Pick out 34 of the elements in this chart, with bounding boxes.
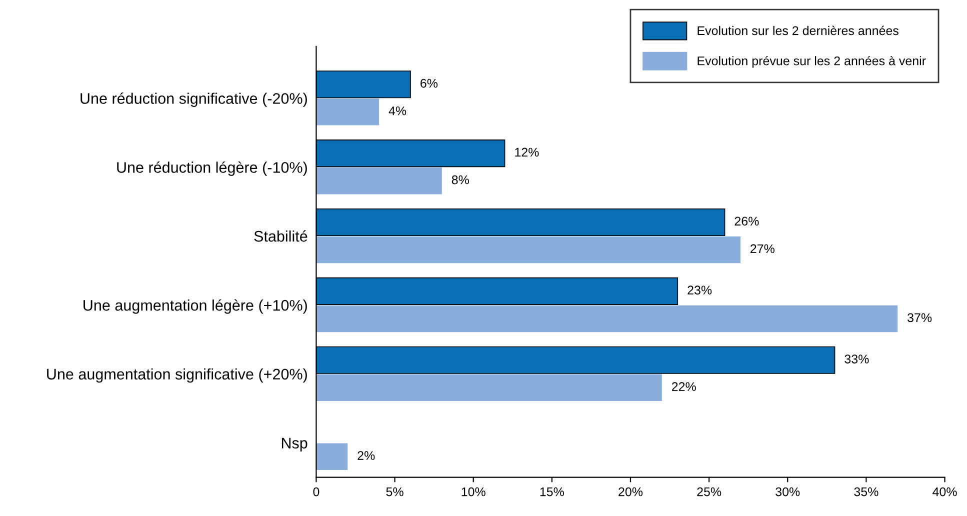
data-label: 33% <box>844 354 869 364</box>
x-tick-label: 25% <box>697 487 722 496</box>
y-tick-label: Une augmentation significative (+20%) <box>47 368 307 383</box>
x-tick-label: 0 <box>313 487 320 496</box>
data-label: 23% <box>688 286 712 295</box>
data-label: 8% <box>452 175 469 184</box>
x-tick-label: 35% <box>854 487 878 496</box>
bar <box>316 443 348 470</box>
legend-label: Evolution sur les 2 dernières années <box>698 26 898 36</box>
bar <box>316 236 740 264</box>
bar <box>316 374 662 402</box>
x-tick-label: 30% <box>776 487 800 496</box>
bar <box>316 98 380 126</box>
data-label: 4% <box>388 106 406 116</box>
x-tick-label: 10% <box>462 487 486 496</box>
data-label: 2% <box>358 451 375 460</box>
data-label: 27% <box>750 244 774 254</box>
data-label: 12% <box>515 148 539 157</box>
legend-label: Evolution prévue sur les 2 années à venir <box>698 56 926 68</box>
y-tick-label: Nsp <box>282 438 308 452</box>
y-tick-label: Une augmentation légère (+10%) <box>84 299 307 314</box>
x-tick-label: 15% <box>540 487 564 496</box>
y-tick-label: Une réduction légère (-10%) <box>117 161 307 176</box>
data-label: 6% <box>420 78 438 88</box>
x-tick-label: 20% <box>618 487 643 496</box>
bar <box>316 167 442 194</box>
data-label: 26% <box>734 216 759 226</box>
y-tick-label: Une réduction significative (-20%) <box>80 92 307 107</box>
y-tick-label: Stabilité <box>254 230 308 242</box>
x-tick-label: 40% <box>932 487 957 496</box>
data-label: 22% <box>672 382 696 391</box>
x-tick-label: 5% <box>386 487 404 496</box>
data-label: 37% <box>908 313 932 322</box>
bar <box>316 305 898 332</box>
